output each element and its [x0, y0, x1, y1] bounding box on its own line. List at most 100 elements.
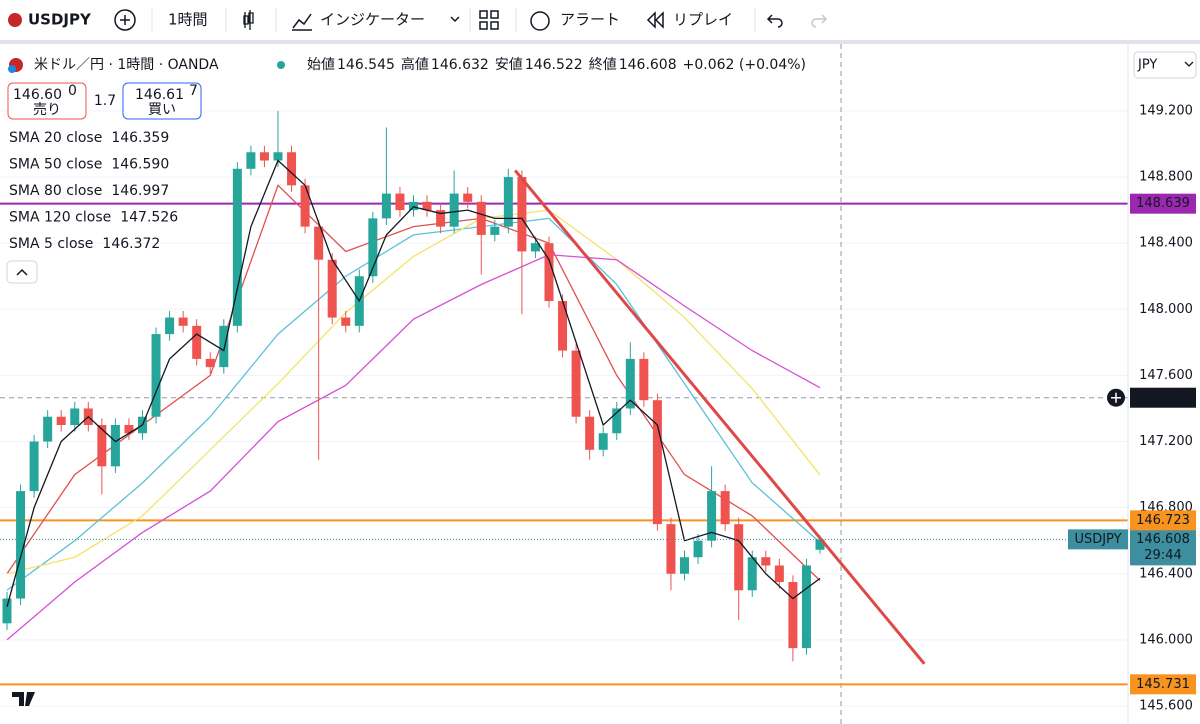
sell-button[interactable] — [7, 82, 87, 120]
candle-body — [29, 441, 39, 492]
y-tick-label: 146.400 — [1139, 566, 1193, 581]
level-tag — [1130, 674, 1196, 695]
alert-icon — [530, 11, 550, 31]
pair-flag — [8, 65, 16, 73]
add-symbol[interactable] — [114, 9, 136, 31]
candle-body — [476, 201, 486, 235]
candle-body — [747, 557, 757, 591]
trendline — [513, 169, 926, 665]
symbol[interactable]: USDJPY — [28, 11, 92, 29]
indicator-icon — [292, 13, 312, 31]
undo[interactable] — [766, 14, 783, 28]
candle-body — [273, 152, 283, 161]
candle-body — [287, 152, 297, 186]
flag-icon — [8, 13, 22, 27]
candle-body — [490, 226, 500, 235]
candle-body — [56, 416, 66, 425]
candle-body — [300, 185, 310, 227]
collapse-legend[interactable] — [6, 260, 38, 284]
ohlc-key: 安値 — [495, 57, 523, 73]
y-tick-label: 148.400 — [1139, 236, 1193, 251]
candle-body — [517, 177, 527, 252]
candle-body — [788, 582, 798, 649]
sma-value: 147.526 — [120, 210, 178, 226]
toolbar-border — [0, 40, 1200, 44]
candle-body — [205, 358, 215, 368]
plot — [0, 44, 1128, 724]
layout-icon[interactable] — [479, 10, 499, 30]
toolbar-separator — [151, 8, 756, 32]
dropdown — [1184, 61, 1194, 67]
candle-body — [219, 325, 229, 368]
candle-body — [341, 317, 351, 326]
candle-body — [625, 358, 635, 409]
symbol-tag-label: USDJPY — [1074, 532, 1121, 547]
candle-body — [2, 598, 12, 624]
candle-body — [652, 400, 662, 525]
replay[interactable]: リプレイ — [673, 11, 733, 29]
sma-value: 146.372 — [102, 236, 160, 252]
ohlc-value: 146.545 — [337, 57, 395, 73]
candle-body — [571, 350, 581, 417]
candle-icon[interactable] — [243, 10, 254, 30]
redo[interactable] — [811, 14, 828, 28]
sma-name: SMA 20 close — [9, 130, 102, 146]
candle-body — [422, 201, 432, 211]
dropdown[interactable] — [450, 16, 460, 23]
tv-logo — [12, 692, 35, 706]
candle-body — [381, 193, 391, 219]
y-tick-label: 147.200 — [1139, 434, 1193, 449]
candle-body — [327, 259, 337, 318]
ohlc-key: 始値 — [307, 57, 335, 73]
y-tick-label: 148.800 — [1139, 170, 1193, 185]
candle-body — [368, 218, 378, 277]
candle-body — [666, 524, 676, 574]
currency: JPY — [1137, 58, 1157, 73]
last-price-label: 146.608 — [1136, 532, 1190, 547]
last-price-tag — [1130, 529, 1196, 566]
add-alert-plus — [1111, 392, 1121, 403]
candle-body — [707, 491, 717, 541]
buy-button[interactable] — [122, 82, 202, 120]
symbol-tag — [1068, 529, 1128, 550]
ohlc-value: 146.522 — [525, 57, 583, 73]
candle-body — [259, 152, 269, 161]
candle-body — [720, 491, 730, 525]
sma-line — [6, 217, 821, 591]
alert[interactable]: アラート — [560, 11, 620, 29]
buy-price: 146.61 — [135, 87, 184, 103]
sma-legend: SMA 20 close 146.359 SMA 50 close 146.590 SM… — [9, 130, 178, 252]
indicators[interactable]: インジケーター — [320, 11, 425, 29]
y-tick-label: 148.000 — [1139, 302, 1193, 317]
ohlc-legend: 始値 146.545 高値 146.632 安値 146.522 終値 146.608 +0.0… — [307, 56, 806, 73]
level-label: 145.731 — [1136, 677, 1190, 692]
level-tag — [1130, 193, 1196, 214]
axis-labels: 145.600146.000146.400146.800147.200147.6… — [1068, 103, 1196, 713]
interval[interactable]: 1時間 — [168, 11, 208, 29]
y-tick-label: 146.000 — [1139, 632, 1193, 647]
replay-icon — [646, 11, 664, 29]
sma-line — [6, 209, 821, 575]
sell-sup: 0 — [68, 83, 77, 99]
candle-body — [70, 408, 80, 425]
pair-title: 米ドル／円 · 1時間 · OANDA — [34, 57, 219, 73]
candle-body — [558, 301, 568, 351]
toolbar — [0, 0, 1200, 40]
plus-icon — [120, 15, 130, 25]
candle-body — [43, 416, 53, 442]
crosshair-tag — [1130, 387, 1196, 408]
market-status — [277, 61, 285, 69]
level-label: 146.723 — [1136, 513, 1190, 528]
candle-body — [165, 317, 175, 335]
candle-body — [530, 243, 540, 252]
ohlc-key: 終値 — [589, 57, 617, 73]
currency-button[interactable] — [1133, 51, 1197, 79]
y-tick-label: 145.600 — [1139, 698, 1193, 713]
sma-value: 146.590 — [111, 157, 169, 173]
candle-body — [246, 152, 256, 169]
price-axis — [1128, 44, 1200, 724]
candle-body — [395, 193, 405, 211]
candle-body — [409, 201, 418, 211]
candle-body — [16, 491, 26, 599]
